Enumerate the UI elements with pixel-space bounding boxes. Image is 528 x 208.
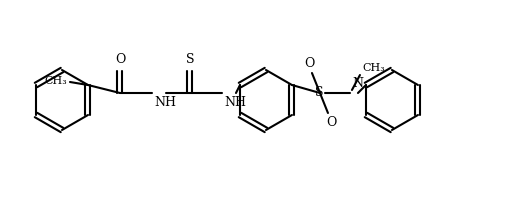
Text: O: O — [304, 57, 314, 70]
Text: S: S — [315, 85, 323, 99]
Text: N: N — [352, 77, 363, 90]
Text: NH: NH — [154, 96, 176, 109]
Text: O: O — [115, 53, 125, 66]
Text: NH: NH — [224, 96, 246, 109]
Text: O: O — [326, 116, 336, 129]
Text: CH₃: CH₃ — [362, 63, 385, 73]
Text: S: S — [186, 53, 194, 66]
Text: CH₃: CH₃ — [44, 76, 67, 86]
